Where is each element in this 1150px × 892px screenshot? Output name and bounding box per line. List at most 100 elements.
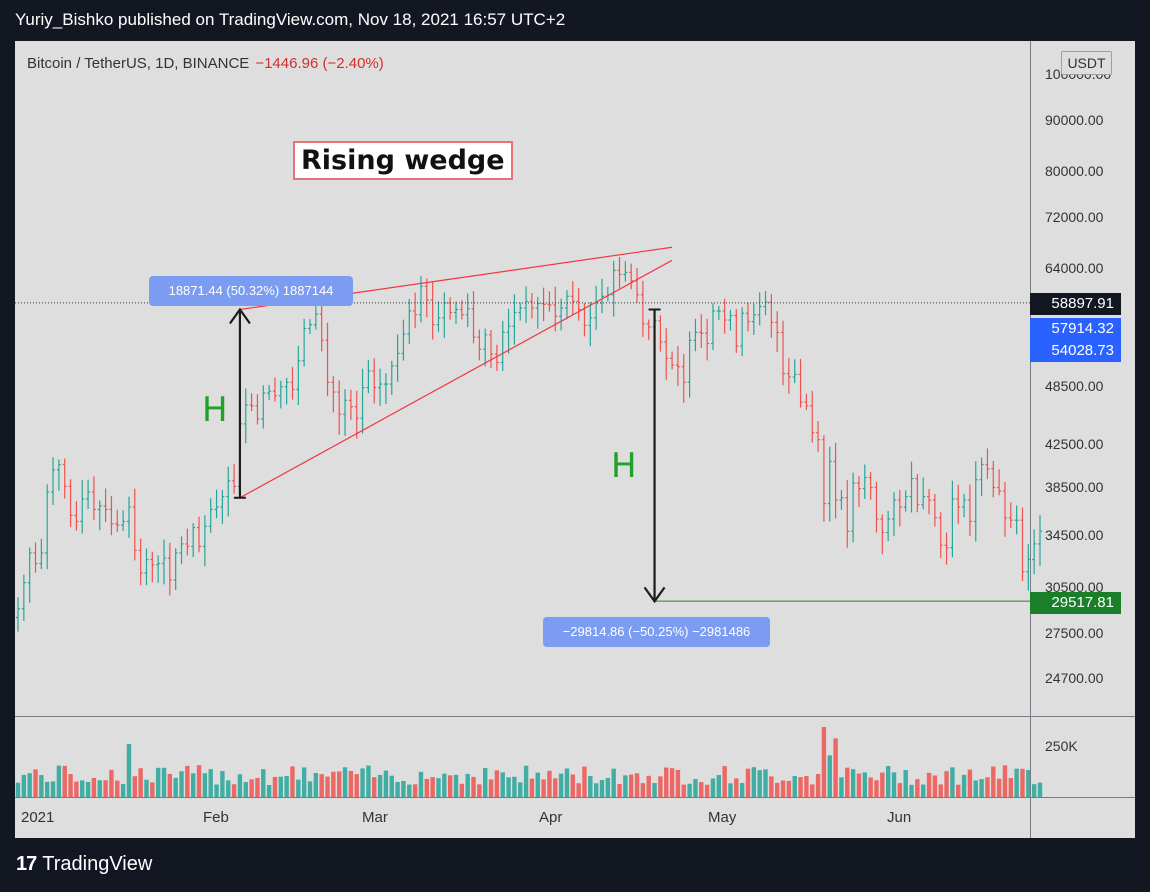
currency-button[interactable]: USDT <box>1061 51 1112 75</box>
volume-bar <box>944 771 949 797</box>
volume-bar <box>850 769 856 797</box>
volume-bar <box>687 783 692 797</box>
volume-bar <box>704 784 710 797</box>
symbol-legend: Bitcoin / TetherUS, 1D, BINANCE −1446.96 … <box>27 55 384 72</box>
x-tick: Jun <box>887 809 912 826</box>
volume-bar <box>611 768 616 797</box>
y-tick: 80000.00 <box>1045 163 1104 179</box>
volume-bar <box>885 766 891 797</box>
volume-bar <box>553 778 558 797</box>
volume-bar <box>985 777 990 797</box>
volume-bar <box>523 765 529 797</box>
y-tick: 64000.00 <box>1045 260 1104 276</box>
volume-bar <box>769 776 774 797</box>
wedge-lower-line <box>239 259 673 499</box>
volume-bar <box>185 765 190 797</box>
volume-bar <box>202 773 208 797</box>
volume-bar <box>786 780 792 797</box>
volume-bar <box>891 772 897 797</box>
volume-bar <box>547 770 552 797</box>
volume-bar <box>191 773 196 797</box>
volume-bar <box>792 775 797 797</box>
volume-bar <box>739 782 745 797</box>
volume-bar <box>407 784 412 797</box>
y-tick: 34500.00 <box>1045 527 1104 543</box>
volume-bar <box>179 771 184 797</box>
volume-bar <box>447 775 453 797</box>
chart-frame[interactable] <box>15 41 1135 838</box>
symbol-name: Bitcoin / TetherUS, 1D, BINANCE <box>27 55 250 72</box>
volume-bar <box>284 775 289 797</box>
volume-bar <box>529 778 535 797</box>
volume-bar <box>313 772 319 797</box>
height-label-left: H <box>202 390 228 430</box>
volume-bar <box>535 772 540 797</box>
volume-bar <box>249 779 254 797</box>
volume-bar <box>558 773 564 797</box>
volume-bar <box>436 778 441 797</box>
volume-bar <box>775 782 780 797</box>
volume-bar <box>56 765 62 797</box>
volume-bar <box>605 777 611 797</box>
volume-bar <box>710 778 716 797</box>
volume-bar <box>120 784 126 797</box>
volume-bar <box>80 780 85 797</box>
volume-bar <box>395 781 400 797</box>
volume-bar <box>1008 778 1013 797</box>
y-tick: 42500.00 <box>1045 436 1104 452</box>
volume-bar <box>471 776 476 797</box>
y-tick: 90000.00 <box>1045 112 1104 128</box>
measure-up-label[interactable]: 18871.44 (50.32%) 1887144 <box>149 276 353 306</box>
volume-bar <box>827 755 832 797</box>
volume-bar <box>383 770 389 797</box>
volume-bar <box>237 774 243 797</box>
volume-bar <box>50 781 56 797</box>
volume-bar <box>39 775 44 797</box>
time-axis-divider <box>15 797 1135 798</box>
volume-bar <box>664 767 669 797</box>
x-tick: 2021 <box>21 809 55 826</box>
volume-bar <box>991 766 996 797</box>
volume-tick: 250K <box>1045 738 1078 754</box>
volume-bar <box>331 771 336 797</box>
volume-bar <box>921 784 926 797</box>
volume-bar <box>126 744 132 797</box>
volume-bar <box>465 773 470 797</box>
volume-bar <box>956 784 961 797</box>
volume-bar <box>868 777 873 797</box>
volume-bar <box>629 774 634 797</box>
volume-bar <box>91 777 97 797</box>
volume-bar <box>255 777 260 797</box>
volume-bar <box>669 768 675 797</box>
y-tick: 24700.00 <box>1045 670 1104 686</box>
volume-bar <box>494 770 500 797</box>
volume-bar <box>780 780 786 797</box>
volume-bar <box>155 767 161 797</box>
volume-bar <box>150 782 155 797</box>
volume-bar <box>541 779 546 797</box>
volume-bar <box>903 770 908 797</box>
volume-bar <box>634 773 640 797</box>
volume-bar <box>226 780 231 797</box>
tradingview-logo-icon: 17 <box>16 853 37 875</box>
volume-bar <box>1002 765 1008 797</box>
volume-bar <box>319 774 324 797</box>
volume-bar <box>640 783 646 797</box>
volume-bar <box>103 780 108 797</box>
measure-down-label[interactable]: −29814.86 (−50.25%) −2981486 <box>543 617 770 647</box>
volume-bar <box>856 773 862 797</box>
volume-bar <box>658 776 663 797</box>
volume-bar <box>506 777 511 797</box>
volume-bar <box>909 784 914 797</box>
volume-bar <box>564 768 570 797</box>
volume-bar <box>115 780 120 797</box>
volume-bar <box>593 783 599 797</box>
pattern-title-box[interactable]: Rising wedge <box>293 141 513 180</box>
y-tick: 48500.00 <box>1045 378 1104 394</box>
volume-bar <box>74 781 79 797</box>
volume-bar <box>366 765 371 797</box>
volume-bar <box>68 773 73 797</box>
volume-bar <box>500 772 505 797</box>
tradingview-footer[interactable]: 17 TradingView <box>16 853 152 876</box>
